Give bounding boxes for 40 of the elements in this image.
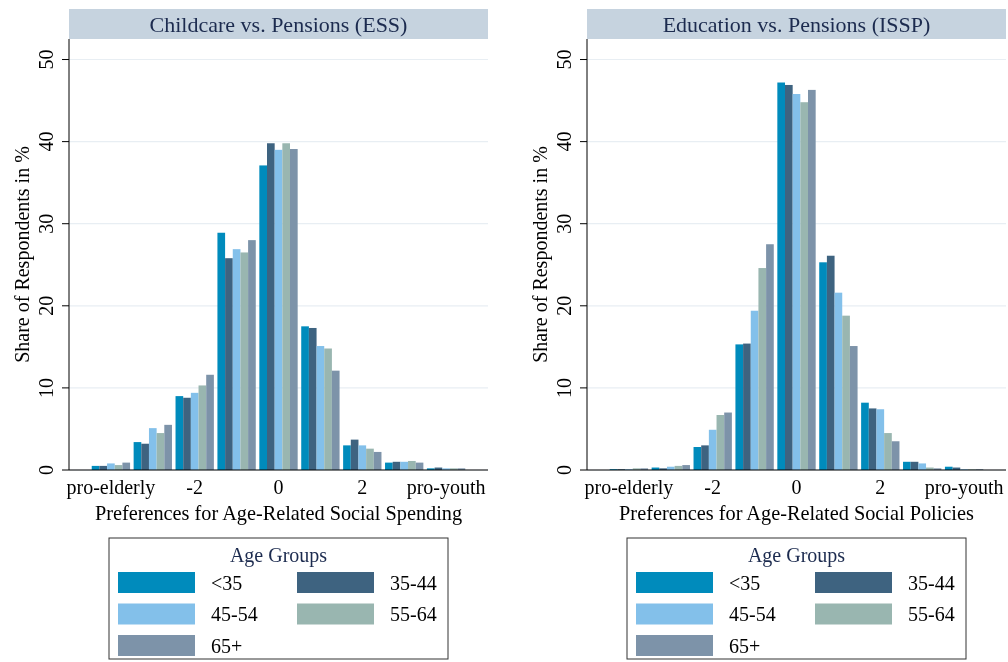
x-tick-label: 2 [875,476,886,498]
legend-label: 65+ [729,634,761,657]
y-axis-title: Share of Respondents in % [529,146,552,363]
legend-label: <35 [729,571,761,594]
y-tick-label: 0 [553,465,575,475]
y-tick-label: 30 [35,213,57,234]
y-tick-label: 40 [553,131,575,152]
y-tick-label: 40 [35,131,57,152]
y-tick-label: 50 [553,49,575,70]
legend-label: 65+ [211,634,243,657]
x-tick-label: pro-youth [406,476,486,499]
legend-label: 35-44 [390,571,437,594]
legend-label: 35-44 [908,571,955,594]
x-tick-label: -2 [186,476,204,498]
y-tick-label: 30 [553,213,575,234]
y-tick-label: 10 [35,377,57,398]
y-tick-label: 20 [553,295,575,316]
legend-label: 45-54 [211,603,258,625]
chart-title: Childcare vs. Pensions (ESS) [149,11,408,37]
legend-title: Age Groups [747,544,846,567]
x-tick-label: pro-elderly [584,476,674,499]
legend-label: 45-54 [729,603,776,625]
x-tick-label: 0 [273,476,284,498]
x-tick-label: pro-youth [924,476,1004,499]
y-tick-label: 10 [553,377,575,398]
x-tick-label: 0 [791,476,802,498]
x-axis-title: Preferences for Age-Related Social Spending [94,502,463,525]
legend-label: 55-64 [390,603,437,625]
y-tick-label: 20 [35,295,57,316]
y-axis-title: Share of Respondents in % [11,146,34,363]
legend-label: <35 [211,571,243,594]
chart-title: Education vs. Pensions (ISSP) [662,11,931,37]
y-tick-label: 0 [35,465,57,475]
x-axis-title: Preferences for Age-Related Social Policies [619,502,974,525]
legend-label: 55-64 [908,603,955,625]
legend-title: Age Groups [229,544,328,567]
y-tick-label: 50 [35,49,57,70]
x-tick-label: 2 [357,476,368,498]
x-tick-label: pro-elderly [66,476,156,499]
x-tick-label: -2 [704,476,722,498]
